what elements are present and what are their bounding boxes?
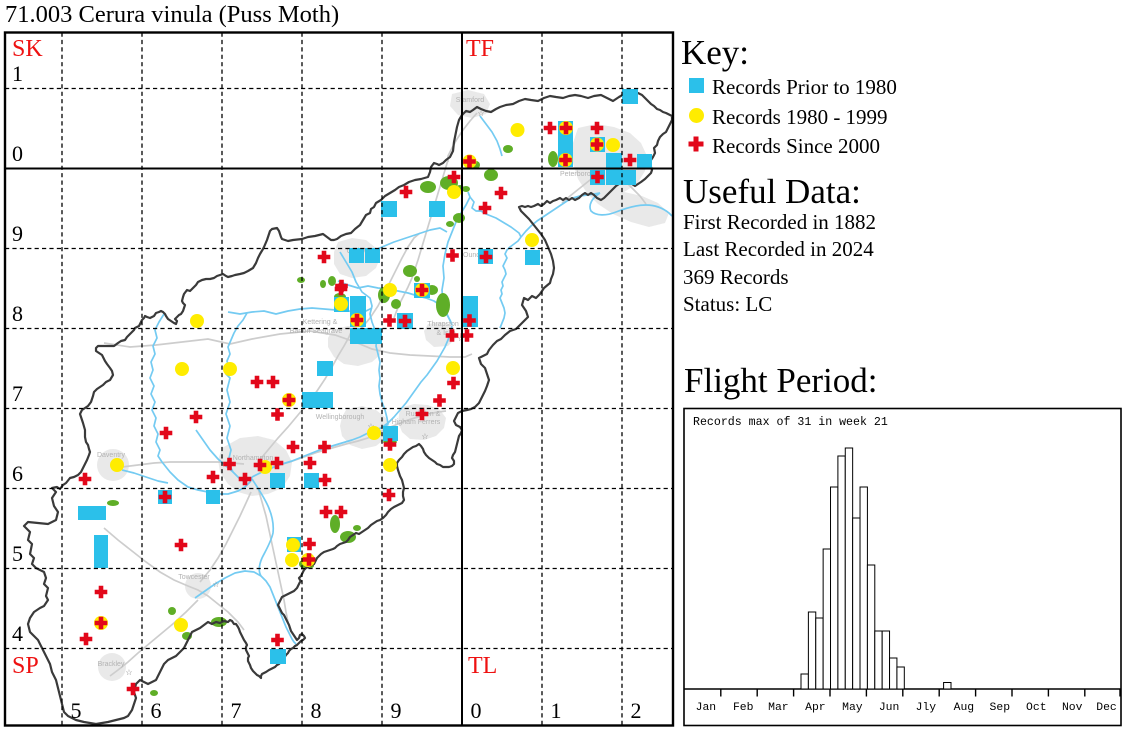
- svg-text:Feb: Feb: [733, 702, 754, 714]
- svg-text:Last Recorded in 2024: Last Recorded in 2024: [683, 237, 874, 261]
- svg-text:0: 0: [12, 141, 23, 166]
- svg-text:6: 6: [151, 698, 162, 723]
- svg-text:369 Records: 369 Records: [683, 265, 789, 289]
- svg-text:Brackley: Brackley: [98, 661, 125, 668]
- svg-text:6: 6: [12, 461, 23, 486]
- svg-text:Key:: Key:: [681, 33, 749, 72]
- svg-text:SP: SP: [12, 653, 39, 679]
- svg-text:Nov: Nov: [1062, 702, 1083, 714]
- svg-text:71.003 Cerura vinula (Puss Mot: 71.003 Cerura vinula (Puss Moth): [5, 1, 339, 28]
- svg-text:Status: LC: Status: LC: [683, 292, 772, 316]
- svg-text:Oct: Oct: [1026, 702, 1047, 714]
- svg-text:Stamford: Stamford: [456, 97, 485, 104]
- svg-text:Wellingborough: Wellingborough: [316, 414, 365, 421]
- svg-text:8: 8: [12, 301, 23, 326]
- svg-text:Records Since 2000: Records Since 2000: [712, 134, 880, 158]
- svg-text:Towcester: Towcester: [178, 574, 210, 581]
- svg-text:Higham Ferrers: Higham Ferrers: [392, 419, 441, 426]
- svg-text:0: 0: [471, 698, 482, 723]
- svg-text:Jly: Jly: [916, 702, 937, 714]
- svg-text:Useful Data:: Useful Data:: [683, 172, 861, 211]
- svg-text:Kettering &: Kettering &: [303, 319, 338, 326]
- svg-text:1: 1: [551, 698, 562, 723]
- svg-text:First Recorded in 1882: First Recorded in 1882: [683, 210, 876, 234]
- svg-text:Jan: Jan: [696, 702, 717, 714]
- svg-text:Mar: Mar: [768, 702, 789, 714]
- svg-text:Daventry: Daventry: [97, 452, 126, 459]
- svg-text:Records Prior to 1980: Records Prior to 1980: [712, 75, 897, 99]
- svg-text:☆: ☆: [367, 422, 374, 431]
- svg-text:Apr: Apr: [805, 702, 826, 714]
- svg-text:8: 8: [311, 698, 322, 723]
- svg-text:Barton Seagrave: Barton Seagrave: [290, 328, 343, 335]
- svg-text:2: 2: [631, 698, 642, 723]
- svg-text:☆: ☆: [212, 580, 219, 589]
- svg-text:9: 9: [391, 698, 402, 723]
- svg-text:☆: ☆: [421, 432, 428, 441]
- svg-text:May: May: [842, 702, 863, 714]
- svg-text:TF: TF: [466, 36, 494, 62]
- svg-text:Records 1980 - 1999: Records 1980 - 1999: [712, 105, 888, 129]
- svg-text:☆: ☆: [477, 109, 484, 118]
- svg-text:SK: SK: [12, 36, 43, 62]
- svg-text:4: 4: [12, 621, 23, 646]
- svg-text:1: 1: [12, 61, 23, 86]
- svg-text:Jun: Jun: [879, 702, 900, 714]
- svg-text:TL: TL: [468, 653, 497, 679]
- svg-text:Oundle: Oundle: [463, 252, 486, 259]
- svg-text:5: 5: [12, 541, 23, 566]
- svg-text:Dec: Dec: [1096, 702, 1117, 714]
- svg-text:9: 9: [12, 221, 23, 246]
- svg-text:Thrapston: Thrapston: [427, 321, 459, 328]
- svg-text:Aug: Aug: [954, 702, 975, 714]
- svg-text:7: 7: [12, 381, 23, 406]
- svg-text:Northampton: Northampton: [233, 455, 274, 462]
- svg-text:5: 5: [71, 698, 82, 723]
- svg-text:Flight Period:: Flight Period:: [684, 361, 878, 400]
- svg-text:☆: ☆: [125, 668, 132, 677]
- svg-text:Sep: Sep: [990, 702, 1011, 714]
- svg-text:Records max of 31 in week 21: Records max of 31 in week 21: [693, 416, 888, 429]
- svg-text:Peterborough: Peterborough: [560, 171, 603, 178]
- svg-text:7: 7: [231, 698, 242, 723]
